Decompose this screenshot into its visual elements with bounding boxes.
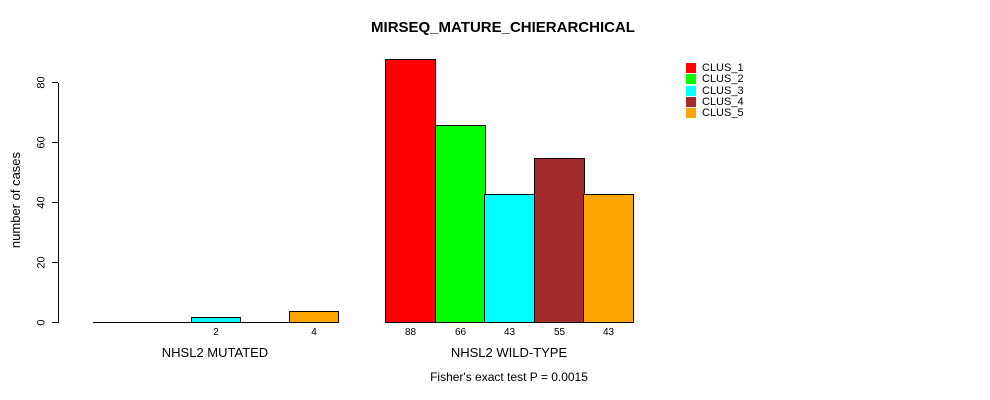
legend-swatch-clus-1 <box>686 63 696 73</box>
legend-label-clus-5: CLUS_5 <box>702 107 744 119</box>
bar-clus-3-nhsl2-wild-type-value: 43 <box>503 327 516 338</box>
y-tick-label-0: 0 <box>35 319 48 326</box>
y-axis-line <box>58 83 59 323</box>
legend-swatch-clus-4 <box>686 97 696 107</box>
legend-label-clus-4: CLUS_4 <box>702 96 744 108</box>
legend-label-clus-1: CLUS_1 <box>702 62 744 74</box>
bar-clus-1-nhsl2-wild-type-value: 88 <box>404 327 417 338</box>
bar-clus-3-nhsl2-mutated-value: 2 <box>213 327 219 338</box>
bar-clus-5-nhsl2-mutated-value: 4 <box>311 327 317 338</box>
y-tick-label-40: 40 <box>35 196 48 209</box>
legend-label-clus-3: CLUS_3 <box>702 85 744 97</box>
bar-clus-1-nhsl2-wild-type <box>385 59 436 323</box>
bar-clus-2-nhsl2-mutated <box>142 322 192 323</box>
y-tick-label-20: 20 <box>35 256 48 269</box>
category-label-nhsl2-wild-type: NHSL2 WILD-TYPE <box>450 345 568 360</box>
y-tick-60 <box>52 142 58 143</box>
chart-title: MIRSEQ_MATURE_CHIERARCHICAL <box>371 19 635 36</box>
bar-clus-3-nhsl2-mutated <box>191 317 241 323</box>
y-tick-80 <box>52 82 58 83</box>
bar-clus-4-nhsl2-wild-type <box>534 158 585 323</box>
y-tick-0 <box>52 322 58 323</box>
category-label-nhsl2-mutated: NHSL2 MUTATED <box>161 345 269 360</box>
bar-clus-2-nhsl2-wild-type <box>435 125 486 323</box>
legend-swatch-clus-3 <box>686 86 696 96</box>
bar-clus-1-nhsl2-mutated <box>93 322 143 323</box>
y-tick-20 <box>52 262 58 263</box>
bar-clus-3-nhsl2-wild-type <box>484 194 535 323</box>
legend-label-clus-2: CLUS_2 <box>702 73 744 85</box>
bar-clus-5-nhsl2-mutated <box>289 311 339 323</box>
y-axis-label: number of cases <box>8 151 23 249</box>
y-tick-40 <box>52 202 58 203</box>
legend-swatch-clus-5 <box>686 108 696 118</box>
y-tick-label-60: 60 <box>35 136 48 149</box>
bar-clus-2-nhsl2-wild-type-value: 66 <box>454 327 467 338</box>
bar-clus-5-nhsl2-wild-type <box>583 194 634 323</box>
legend-swatch-clus-2 <box>686 74 696 84</box>
bar-clus-4-nhsl2-wild-type-value: 55 <box>553 327 566 338</box>
y-tick-label-80: 80 <box>35 76 48 89</box>
bar-clus-5-nhsl2-wild-type-value: 43 <box>602 327 615 338</box>
fisher-test-note: Fisher's exact test P = 0.0015 <box>430 370 588 384</box>
bar-clus-4-nhsl2-mutated <box>240 322 290 323</box>
